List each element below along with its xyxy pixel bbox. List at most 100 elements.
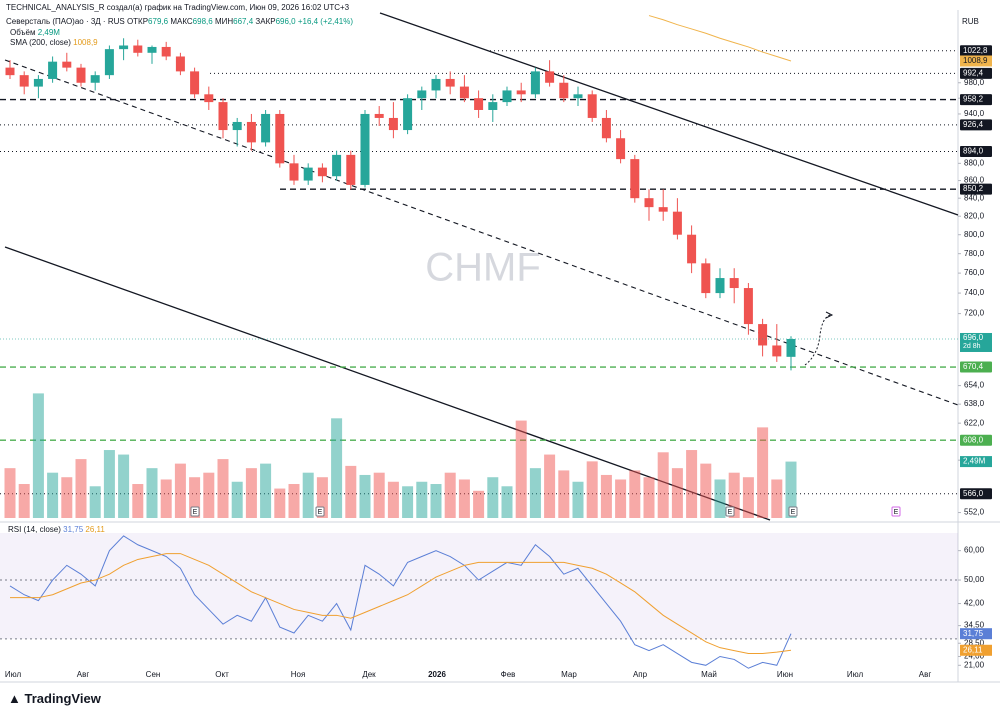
event-marker <box>190 506 200 517</box>
quote-value: 698,6 <box>192 17 213 26</box>
projection-arrow <box>825 311 834 319</box>
volume-bar <box>600 474 612 518</box>
rsi-name: RSI (14, close) <box>8 525 61 534</box>
y-tick-label: 720,0 <box>964 309 985 318</box>
event-marker <box>725 506 735 517</box>
volume-bar <box>629 470 641 518</box>
brand-name: TradingView <box>24 691 101 706</box>
sma-value: 1008,9 <box>73 38 98 47</box>
candle-body <box>644 198 654 208</box>
candle-body <box>715 278 725 294</box>
candle-body <box>630 159 640 199</box>
volume-bar <box>146 468 158 518</box>
volume-bar <box>387 481 399 518</box>
level-tag-label: 1022,8 <box>963 46 988 55</box>
price-tag <box>960 332 992 352</box>
event-label: E <box>318 509 323 516</box>
rsi-tag-label: 31,75 <box>963 629 984 638</box>
candle-body <box>417 90 427 99</box>
volume-bar <box>444 472 456 518</box>
volume-bar <box>558 470 570 518</box>
volume-bar <box>174 463 186 518</box>
volume-bar <box>245 468 257 518</box>
y-tick-label: 760,0 <box>964 268 985 277</box>
volume-bar <box>728 472 740 518</box>
candle-body <box>743 288 753 325</box>
volume-bar <box>757 427 769 518</box>
candle-body <box>204 94 214 103</box>
level-tag <box>960 488 992 500</box>
volume-bar <box>103 450 115 518</box>
rsi-tag <box>960 644 992 656</box>
volume-bar <box>686 450 698 518</box>
candle-body <box>76 67 86 83</box>
volume-bar <box>132 484 144 518</box>
price-tag-label: 696,0 <box>963 333 984 342</box>
candle-body <box>573 94 583 99</box>
quote-value: 667,4 <box>233 17 254 26</box>
x-tick-label: Окт <box>215 670 229 679</box>
candle-body <box>701 263 711 294</box>
candle-body <box>502 90 512 103</box>
volume-bar <box>700 463 712 518</box>
sma-line <box>648 15 792 62</box>
rsi-tag-label: 26,11 <box>963 645 983 654</box>
x-tick-label: Июн <box>777 670 793 679</box>
level-tag-label: 566,0 <box>963 489 984 498</box>
rsi-tick-label: 60,00 <box>964 546 985 555</box>
currency: RUB <box>962 17 979 26</box>
sma-name: SMA (200, close) <box>10 38 71 47</box>
rsi-line <box>9 535 792 669</box>
candle-body <box>218 102 228 131</box>
volume-bar <box>217 459 229 518</box>
candle-body <box>261 113 271 143</box>
event-label: E <box>193 509 198 516</box>
candle-body <box>133 45 143 53</box>
candle-body <box>360 113 370 185</box>
level-tag <box>960 119 992 131</box>
rsi-tick-label: 34,50 <box>964 621 985 630</box>
candle-body <box>90 75 100 83</box>
volume-bar <box>345 465 357 518</box>
candle-body <box>459 86 469 99</box>
trend-line <box>4 59 959 406</box>
volume-bar <box>288 484 300 518</box>
volume-bar <box>529 468 541 518</box>
quote-key: МИН <box>214 17 234 26</box>
credit: TECHNICAL_ANALYSIS_R создал(а) график на… <box>6 3 350 12</box>
legend-sma: SMA (200, close) 1008,9 <box>10 38 98 47</box>
volume-bar <box>430 484 442 518</box>
sma-tag-label: 1008,9 <box>963 56 988 65</box>
candle-body <box>587 94 597 118</box>
candle-body <box>658 207 668 212</box>
candle-body <box>474 98 484 110</box>
price-timer: 2d 8h <box>963 343 981 350</box>
volume-bar <box>331 418 343 518</box>
candle-body <box>232 121 242 131</box>
volume-bar <box>231 481 243 518</box>
candle-body <box>246 121 256 143</box>
candle-body <box>346 154 356 185</box>
volume-bar <box>359 474 371 518</box>
quote-value: 679,6 <box>148 17 169 26</box>
x-tick-label: Дек <box>362 670 376 679</box>
x-tick-label: Июл <box>847 670 864 679</box>
candle-body <box>175 56 185 72</box>
quote-key: ЗАКР <box>255 17 276 26</box>
level-tag <box>960 183 992 195</box>
rsi-band <box>0 533 958 639</box>
candle-body <box>445 78 455 87</box>
level-tag <box>960 67 992 79</box>
trend-line <box>4 246 771 521</box>
legend-rsi: RSI (14, close) 31,75 26,11 <box>8 525 105 534</box>
candle-body <box>729 278 739 289</box>
candle-body <box>601 117 611 139</box>
trend-line <box>379 12 959 216</box>
x-tick-label: Ноя <box>291 670 306 679</box>
volume-bar <box>160 479 172 518</box>
candle-body <box>275 113 285 164</box>
volume-bar <box>4 468 16 518</box>
x-tick-label: Май <box>701 670 717 679</box>
y-tick-label: 740,0 <box>964 288 985 297</box>
